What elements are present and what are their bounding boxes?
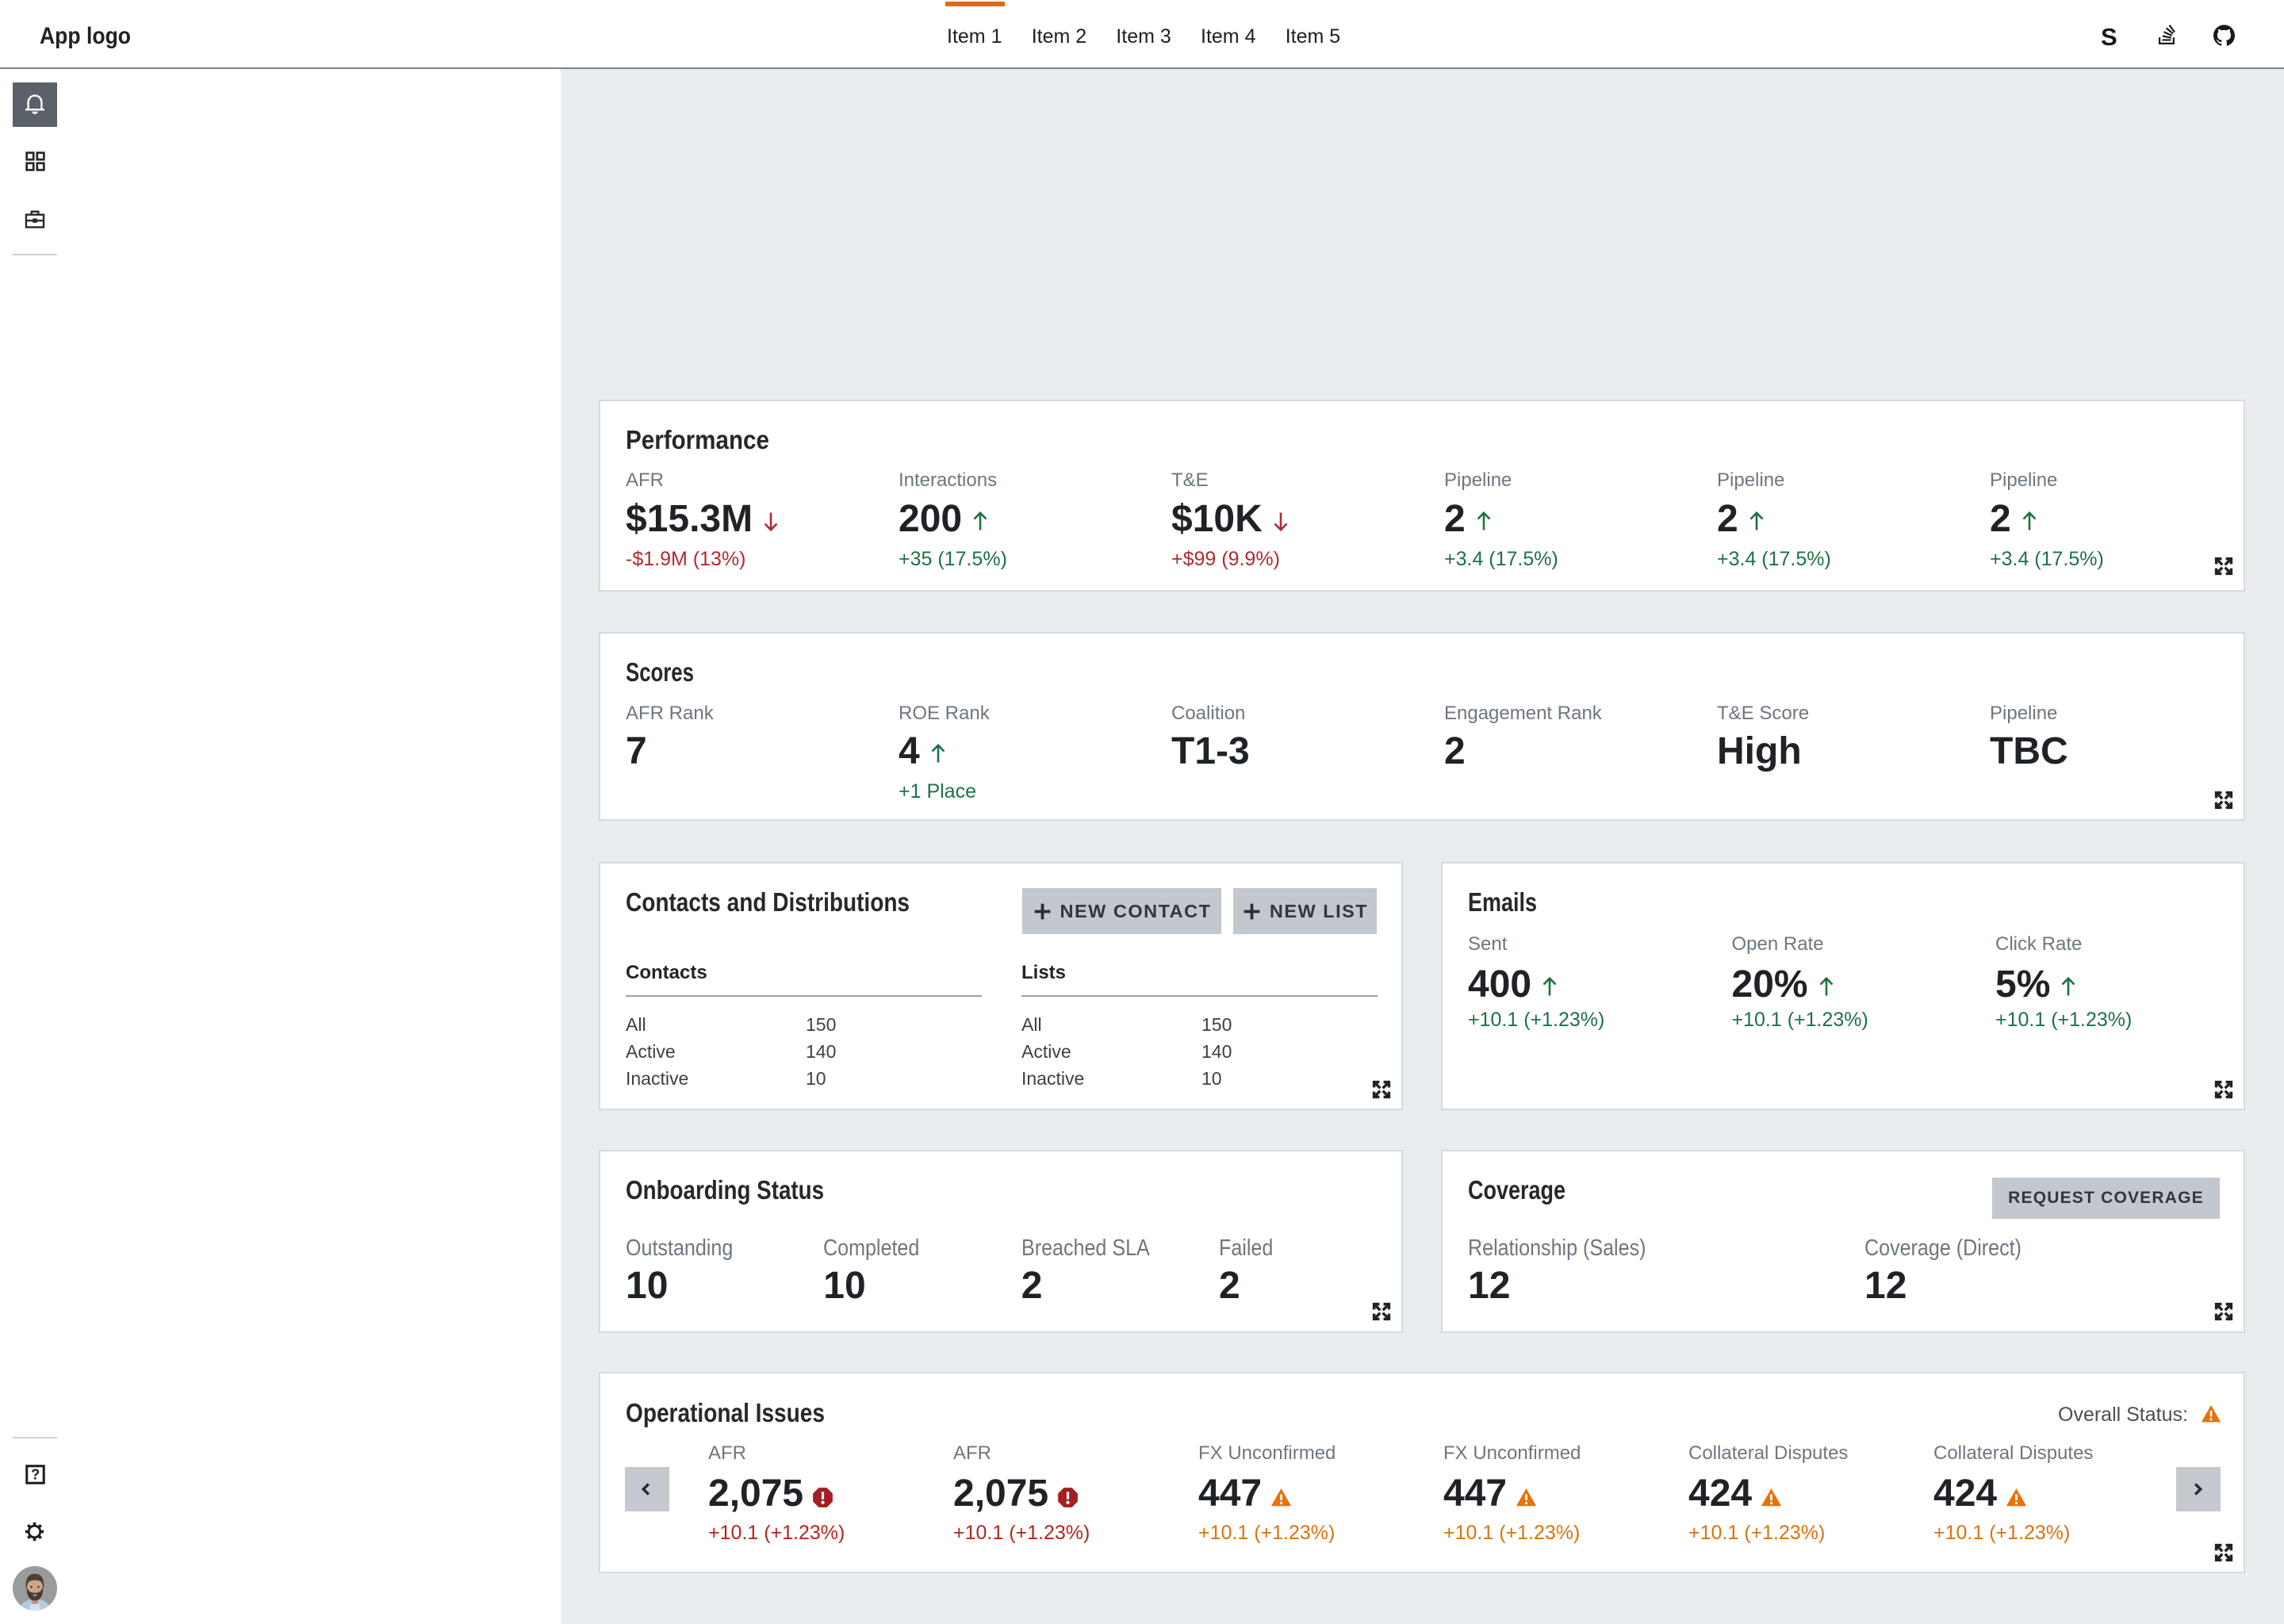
svg-text:?: ? <box>31 1467 40 1483</box>
